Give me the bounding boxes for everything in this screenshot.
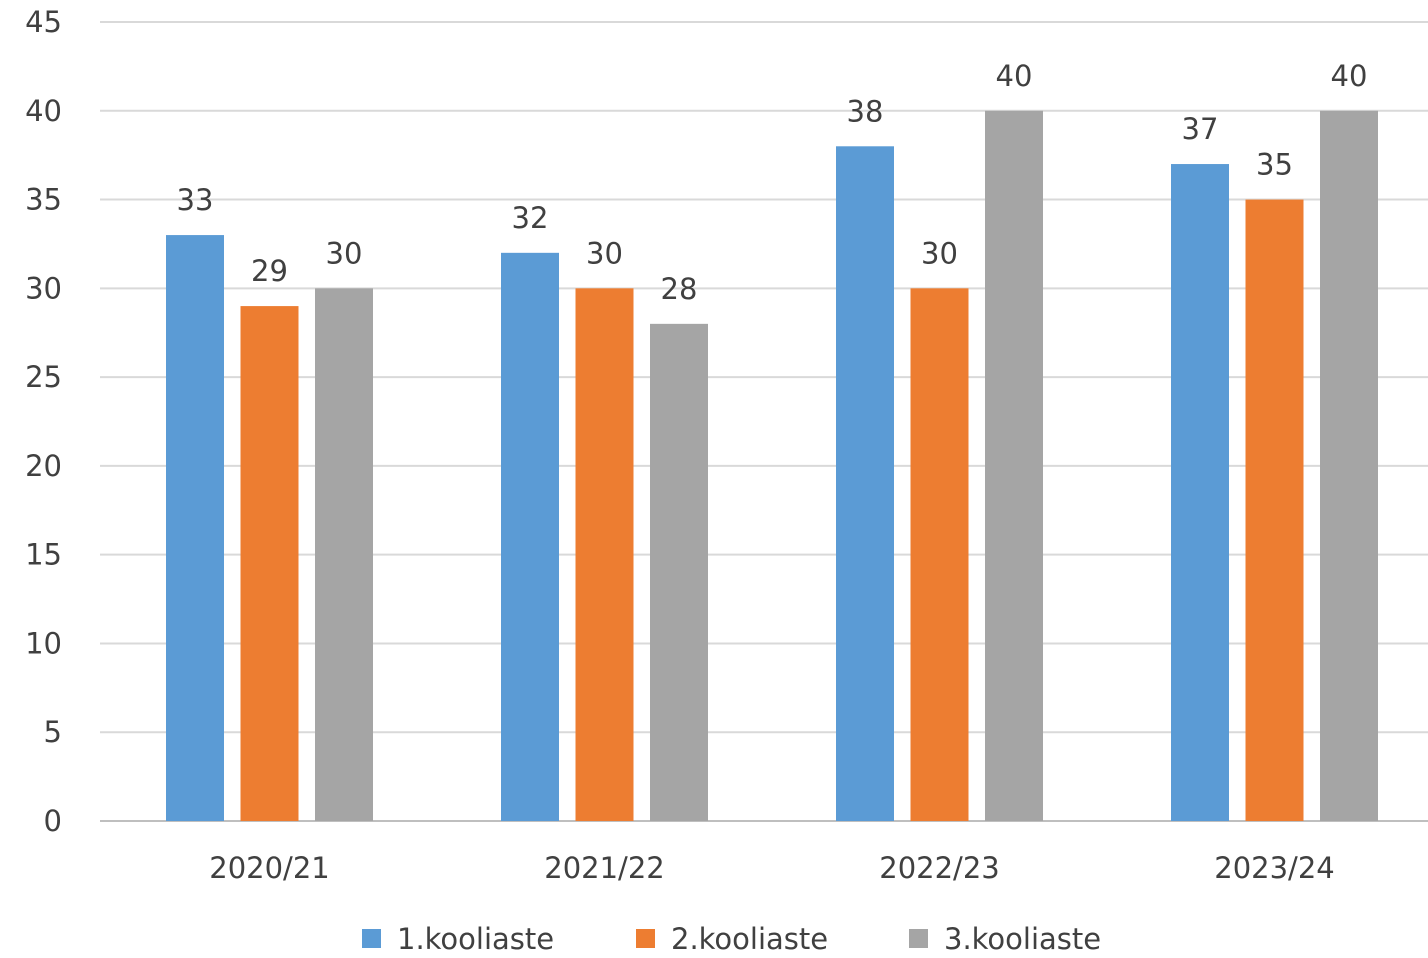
y-tick-label: 5 (44, 715, 62, 749)
x-tick-label: 2022/23 (879, 851, 999, 885)
data-labels: 33 29 30 32 30 28 38 30 40 37 35 40 (177, 59, 1368, 306)
data-label: 40 (996, 59, 1033, 93)
bar (501, 252, 559, 822)
bars (166, 110, 1378, 822)
data-label: 30 (921, 236, 958, 270)
data-label: 30 (586, 236, 623, 270)
bar (650, 323, 708, 821)
data-label: 29 (251, 254, 288, 288)
data-label: 38 (847, 94, 884, 128)
x-tick-label: 2023/24 (1214, 851, 1334, 885)
bar (315, 288, 373, 821)
bar (836, 146, 894, 822)
y-tick-label: 40 (25, 94, 62, 128)
y-tick-label: 30 (25, 271, 62, 305)
data-label: 33 (177, 183, 214, 217)
y-tick-label: 0 (44, 804, 62, 838)
x-axis: 2020/21 2021/22 2022/23 2023/24 (209, 851, 1334, 885)
y-tick-label: 20 (25, 449, 62, 483)
y-tick-label: 25 (25, 360, 62, 394)
x-tick-label: 2020/21 (209, 851, 329, 885)
bar (910, 288, 969, 821)
data-label: 37 (1182, 112, 1219, 146)
bar (1245, 199, 1304, 822)
legend-label: 2.kooliaste (671, 922, 828, 956)
legend-label: 1.kooliaste (397, 922, 554, 956)
y-tick-label: 35 (25, 183, 62, 217)
y-tick-label: 15 (25, 538, 62, 572)
y-axis: 0 5 10 15 20 25 30 35 40 45 (25, 5, 62, 838)
legend: 1.kooliaste 2.kooliaste 3.kooliaste (362, 922, 1101, 956)
data-label: 30 (326, 236, 363, 270)
y-tick-label: 45 (25, 5, 62, 39)
bar (166, 235, 224, 822)
data-label: 32 (512, 201, 549, 235)
bar (240, 306, 299, 822)
legend-swatch (909, 929, 928, 948)
bar (985, 110, 1043, 822)
legend-swatch (362, 929, 381, 948)
x-tick-label: 2021/22 (544, 851, 664, 885)
bar (575, 288, 634, 821)
data-label: 40 (1331, 59, 1368, 93)
data-label: 35 (1256, 148, 1293, 182)
legend-swatch (636, 929, 655, 948)
bar (1320, 110, 1378, 822)
legend-label: 3.kooliaste (944, 922, 1101, 956)
bar (1171, 164, 1229, 822)
data-label: 28 (661, 272, 698, 306)
y-tick-label: 10 (25, 626, 62, 660)
